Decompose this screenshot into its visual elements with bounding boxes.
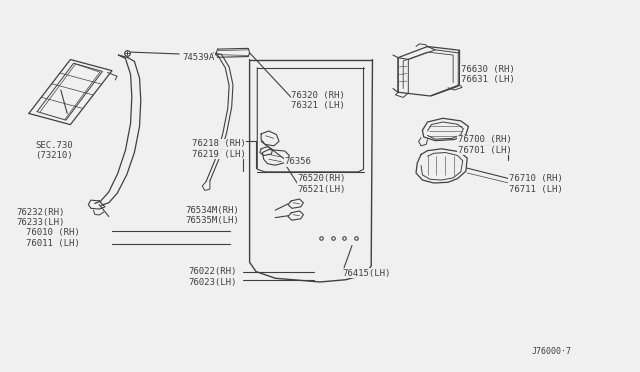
Text: 74539A: 74539A — [182, 53, 214, 62]
Text: 76415(LH): 76415(LH) — [342, 269, 391, 278]
Text: 76320 (RH)
76321 (LH): 76320 (RH) 76321 (LH) — [291, 91, 345, 110]
Text: 76218 (RH)
76219 (LH): 76218 (RH) 76219 (LH) — [192, 139, 246, 158]
Text: 76022(RH)
76023(LH): 76022(RH) 76023(LH) — [189, 267, 237, 287]
Text: 76710 (RH)
76711 (LH): 76710 (RH) 76711 (LH) — [509, 174, 563, 194]
Text: 76520(RH)
76521(LH): 76520(RH) 76521(LH) — [298, 174, 346, 194]
Text: 76010 (RH)
76011 (LH): 76010 (RH) 76011 (LH) — [26, 228, 79, 248]
Text: 76232(RH)
76233(LH): 76232(RH) 76233(LH) — [16, 208, 65, 227]
Text: 76700 (RH)
76701 (LH): 76700 (RH) 76701 (LH) — [458, 135, 511, 155]
Text: 76534M(RH)
76535M(LH): 76534M(RH) 76535M(LH) — [186, 206, 239, 225]
Text: 76356: 76356 — [285, 157, 312, 166]
Text: 76630 (RH)
76631 (LH): 76630 (RH) 76631 (LH) — [461, 65, 515, 84]
Text: SEC.730
(73210): SEC.730 (73210) — [35, 141, 73, 160]
Text: J76000·7: J76000·7 — [531, 347, 571, 356]
